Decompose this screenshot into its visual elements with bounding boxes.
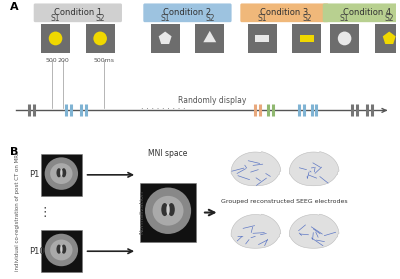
- Text: P10: P10: [29, 247, 45, 256]
- Text: Condition 1: Condition 1: [54, 8, 102, 17]
- Bar: [140, 183, 196, 242]
- Text: Condition 4: Condition 4: [343, 8, 391, 17]
- Polygon shape: [231, 152, 281, 186]
- Ellipse shape: [50, 163, 72, 184]
- Polygon shape: [231, 214, 281, 248]
- Polygon shape: [203, 31, 216, 42]
- Bar: [255, 35, 269, 42]
- FancyBboxPatch shape: [34, 3, 122, 22]
- Text: S1: S1: [160, 14, 170, 23]
- Text: 200: 200: [58, 58, 69, 63]
- Ellipse shape: [56, 245, 61, 254]
- Bar: [41, 24, 70, 53]
- Circle shape: [93, 32, 107, 45]
- Text: · · · · · · · · ·: · · · · · · · · ·: [141, 105, 186, 114]
- Ellipse shape: [60, 246, 62, 253]
- Bar: [330, 24, 359, 53]
- Text: Normalization: Normalization: [139, 191, 144, 234]
- Ellipse shape: [45, 234, 78, 266]
- Text: 500: 500: [46, 58, 58, 63]
- Bar: [86, 24, 115, 53]
- Ellipse shape: [152, 196, 184, 226]
- Ellipse shape: [56, 168, 61, 177]
- Ellipse shape: [60, 169, 62, 177]
- Text: P1: P1: [29, 170, 40, 179]
- FancyBboxPatch shape: [240, 3, 328, 22]
- Ellipse shape: [168, 203, 175, 216]
- Ellipse shape: [166, 204, 170, 215]
- Text: Grouped reconstructed SEEG electrodes: Grouped reconstructed SEEG electrodes: [221, 199, 348, 204]
- Text: S2: S2: [384, 14, 394, 23]
- Text: MNI space: MNI space: [148, 149, 188, 158]
- Bar: [248, 24, 277, 53]
- Text: S1: S1: [340, 14, 349, 23]
- Text: S2: S2: [302, 14, 312, 23]
- Circle shape: [338, 32, 351, 45]
- Text: Randomly display: Randomly display: [178, 97, 246, 105]
- Bar: [41, 154, 82, 196]
- FancyBboxPatch shape: [143, 3, 232, 22]
- Ellipse shape: [61, 245, 66, 254]
- Text: S1: S1: [51, 14, 60, 23]
- FancyBboxPatch shape: [323, 3, 400, 22]
- Bar: [375, 24, 400, 53]
- Ellipse shape: [145, 187, 191, 234]
- Text: individual co-registration of post CT on MRI: individual co-registration of post CT on…: [15, 152, 20, 271]
- Text: ⋮: ⋮: [39, 206, 51, 219]
- Ellipse shape: [45, 157, 78, 190]
- Text: S1: S1: [257, 14, 267, 23]
- Bar: [300, 35, 314, 42]
- Bar: [292, 24, 321, 53]
- Bar: [41, 230, 82, 272]
- Text: Condition 3: Condition 3: [260, 8, 308, 17]
- Text: 500ms: 500ms: [94, 58, 114, 63]
- Bar: [150, 24, 180, 53]
- Polygon shape: [159, 32, 172, 44]
- Ellipse shape: [50, 240, 72, 260]
- Ellipse shape: [161, 203, 168, 216]
- Text: Condition 2: Condition 2: [163, 8, 212, 17]
- Text: B: B: [10, 147, 18, 157]
- Polygon shape: [383, 32, 396, 44]
- Ellipse shape: [61, 168, 66, 177]
- Polygon shape: [289, 214, 339, 248]
- Text: S2: S2: [95, 14, 105, 23]
- Text: A: A: [10, 2, 18, 12]
- Circle shape: [49, 32, 62, 45]
- Text: S2: S2: [205, 14, 214, 23]
- Bar: [195, 24, 224, 53]
- Polygon shape: [289, 152, 339, 186]
